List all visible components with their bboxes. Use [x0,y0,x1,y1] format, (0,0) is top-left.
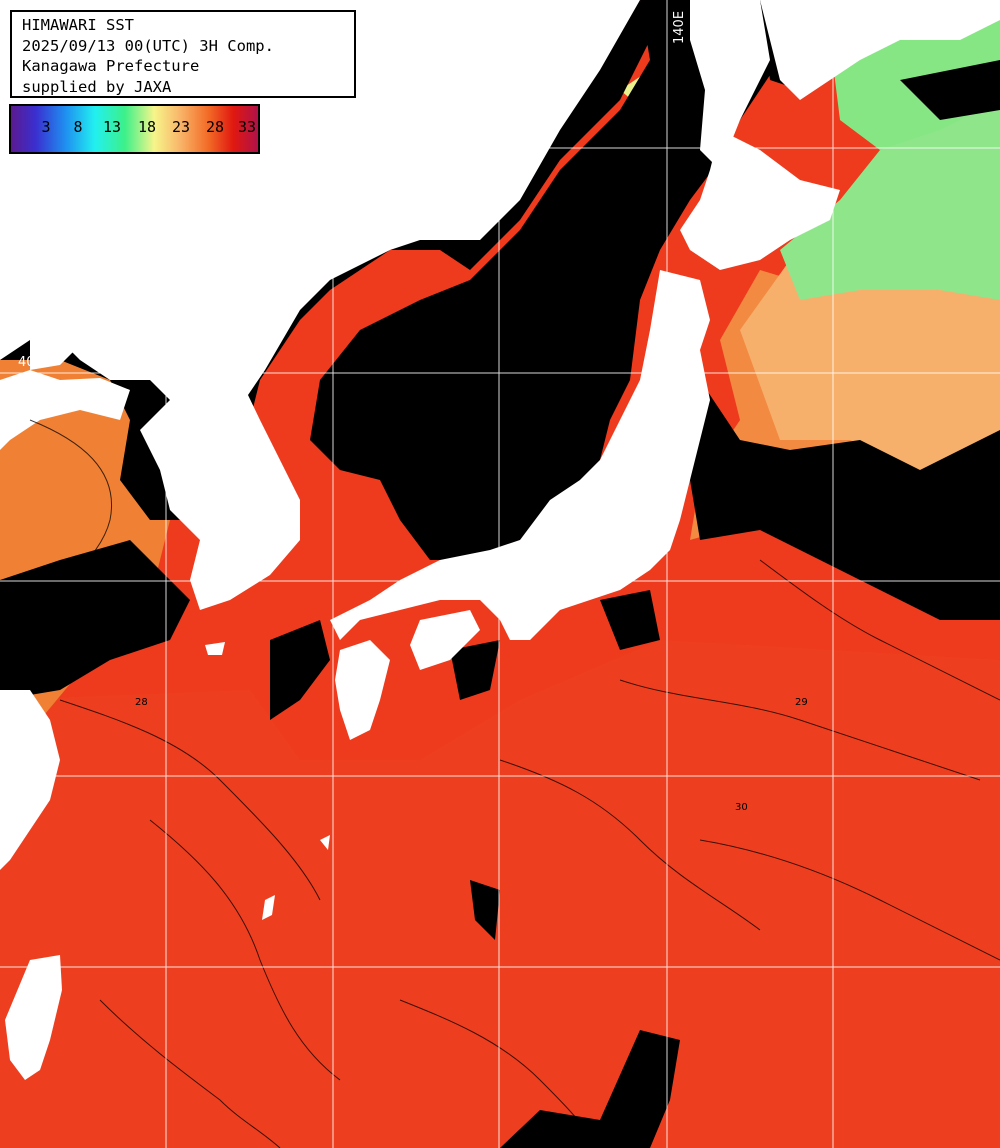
legend-tick: 13 [102,118,122,136]
title-line-product: HIMAWARI SST [22,16,134,34]
sst-contours [29,419,1000,1148]
title-box: HIMAWARI SST 2025/09/13 00(UTC) 3H Comp.… [10,10,356,98]
land-shikoku [410,610,480,670]
land-amami [320,835,330,850]
legend-tick: 18 [137,118,157,136]
legend-tick: 23 [171,118,191,136]
legend-tick: 3 [41,118,51,136]
land-sado [400,128,425,165]
contour-label: 29 [795,697,808,708]
land-kyushu [335,640,390,740]
title-line-credit: supplied by JAXA [22,77,172,96]
land-honshu [330,270,710,640]
land-russia-east [760,0,1000,100]
contour-label-group: 24 28 29 30 [130,394,808,813]
contour-label: 28 [135,697,148,708]
land-taiwan [5,955,62,1080]
land-hokkaido [680,130,840,270]
contour-label: 24 [130,394,143,405]
land-tsushima [205,642,225,655]
sea-surface-mid-south [0,640,1000,1148]
legend-tick: 8 [73,118,83,136]
lat-label-40n: 40N [18,355,44,370]
color-scale-legend: 3 8 13 18 23 28 33 [9,104,260,154]
land-china-south [0,690,60,870]
lat-label-30n: 30N [18,760,44,775]
lon-label-140e: 140E [672,11,687,44]
land-china-coast [0,370,130,450]
sea-surface-cold-north [780,100,1000,300]
contour-label: 30 [735,802,748,813]
land-sakhalin [690,0,770,170]
legend-tick: 28 [205,118,225,136]
legend-tick: 33 [237,118,257,136]
land-okinawa [262,895,275,920]
title-line-region: Kanagawa Prefecture [22,57,200,75]
title-line-datetime: 2025/09/13 00(UTC) 3H Comp. [22,36,274,55]
